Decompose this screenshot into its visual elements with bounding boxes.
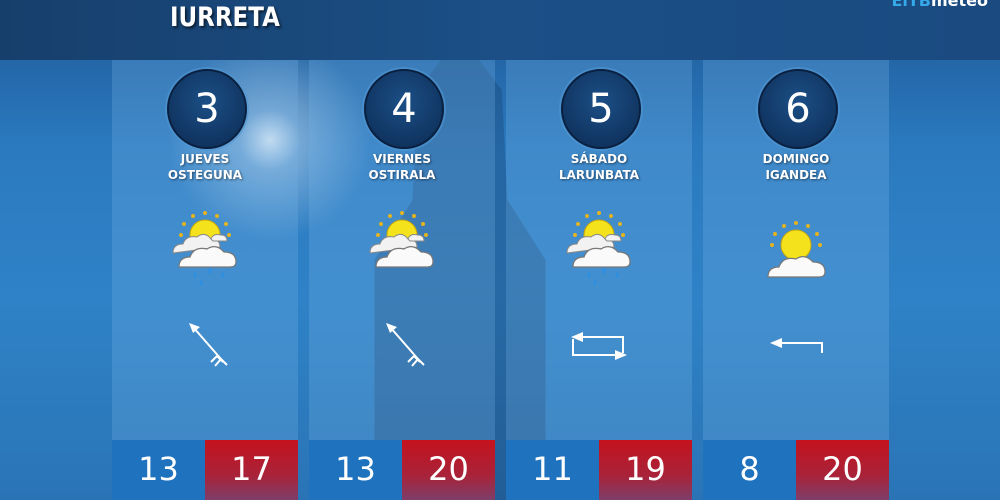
day-name-eu: OSTEGUNA: [167, 168, 243, 182]
location-title: IURRETA: [170, 2, 280, 33]
wind-variable-icon: [571, 332, 627, 360]
min-temperature: 13: [112, 440, 205, 500]
max-temperature: 19: [599, 440, 692, 500]
day-name-es: JUEVES: [180, 152, 230, 166]
day-name-es: VIERNES: [372, 152, 432, 166]
max-temperature: 20: [402, 440, 495, 500]
max-temperature: 17: [205, 440, 298, 500]
min-temperature: 11: [506, 440, 599, 500]
day-name-es: DOMINGO: [762, 152, 830, 166]
day-name-eu: LARUNBATA: [558, 168, 639, 182]
day-column: 5 SÁBADO LARUNBATA 11 19: [506, 60, 692, 500]
max-temperature: 20: [796, 440, 889, 500]
logo: EiTBmeteo: [891, 0, 988, 10]
day-column: 3 JUEVES OSTEGUNA 13 17: [112, 60, 298, 500]
sun-cloud-icon: [767, 220, 826, 278]
min-temperature: 13: [309, 440, 402, 500]
wind-west-icon: [770, 338, 823, 353]
day-name-eu: OSTIRALA: [368, 168, 436, 182]
day-column: 6 DOMINGO IGANDEA 8 20: [703, 60, 889, 500]
sun-cloud-icon: [369, 210, 434, 268]
wind-northwest-icon: [386, 323, 425, 367]
day-name-eu: IGANDEA: [765, 168, 827, 182]
day-number-badge: 3: [167, 69, 247, 149]
min-temperature: 8: [703, 440, 796, 500]
header-bar: IURRETA EiTBmeteo: [0, 0, 1000, 60]
day-number-badge: 6: [758, 69, 838, 149]
wind-northwest-icon: [189, 323, 228, 367]
day-name-es: SÁBADO: [570, 152, 628, 166]
day-column: 4 VIERNES OSTIRALA 13 20: [309, 60, 495, 500]
sun-cloud-rain-icon: [172, 210, 237, 285]
sun-cloud-rain-icon: [566, 210, 631, 285]
day-number-badge: 4: [364, 69, 444, 149]
day-number-badge: 5: [561, 69, 641, 149]
